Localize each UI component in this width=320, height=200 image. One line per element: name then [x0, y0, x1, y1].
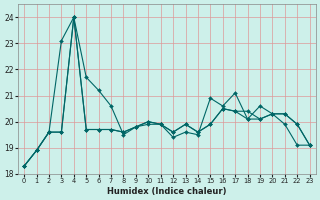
X-axis label: Humidex (Indice chaleur): Humidex (Indice chaleur)	[107, 187, 227, 196]
